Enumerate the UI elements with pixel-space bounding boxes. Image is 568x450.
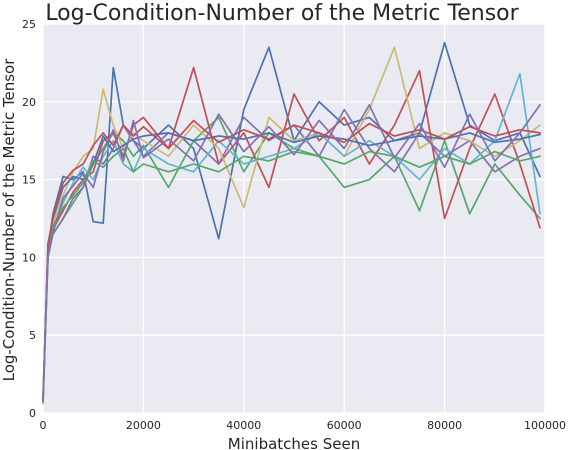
x-tick-label: 80000	[427, 419, 462, 432]
y-tick-label: 10	[22, 251, 36, 264]
y-tick-label: 15	[22, 174, 36, 187]
x-tick-label: 20000	[126, 419, 161, 432]
chart-title: Log-Condition-Number of the Metric Tenso…	[45, 1, 519, 26]
y-tick-label: 5	[29, 329, 36, 342]
plot-background	[43, 24, 545, 413]
y-axis-label: Log-Condition-Number of the Metric Tenso…	[0, 58, 18, 382]
series-line-10	[42, 104, 541, 400]
x-tick-label: 0	[40, 419, 47, 432]
series-line-6	[42, 72, 541, 400]
x-axis-label: Minibatches Seen	[228, 435, 360, 450]
y-tick-labels: 0 5 10 15 20 25	[22, 18, 36, 420]
x-tick-label: 100000	[524, 419, 566, 432]
y-tick-label: 25	[22, 18, 36, 31]
series-line-9	[42, 119, 541, 402]
series-line-8	[42, 147, 541, 403]
x-tick-labels: 0 20000 40000 60000 80000 100000	[40, 419, 567, 432]
x-tick-label: 40000	[226, 419, 261, 432]
x-tick-label: 60000	[327, 419, 362, 432]
y-tick-label: 0	[29, 407, 36, 420]
series-line-2	[42, 116, 541, 400]
series-lines	[42, 41, 541, 405]
y-tick-label: 20	[22, 96, 36, 109]
